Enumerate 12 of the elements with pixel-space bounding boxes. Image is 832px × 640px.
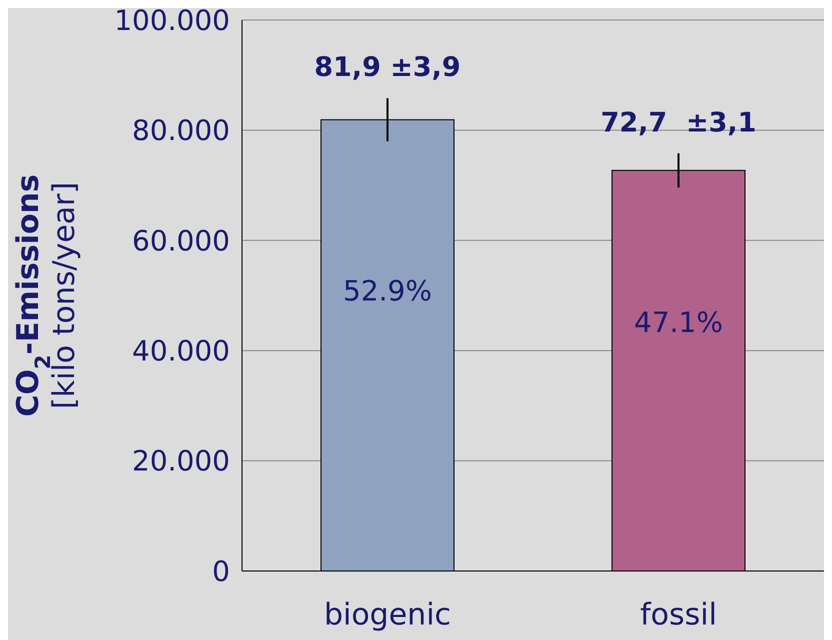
data-label: 72,7 ±3,1 [600, 107, 756, 138]
data-label: 81,9 ±3,9 [314, 52, 461, 84]
y-tick-label: 80.000 [132, 114, 230, 148]
annotation: 52.9% [343, 274, 432, 308]
y-tick-label: 20.000 [132, 444, 230, 478]
x-tick-label: biogenic [324, 597, 452, 632]
y-tick-label: 60.000 [132, 224, 230, 258]
y-tick-label: 100.000 [114, 4, 230, 37]
y-tick-label: 0 [212, 554, 230, 588]
y-tick-label: 40.000 [132, 334, 230, 368]
x-tick-label: fossil [640, 597, 717, 632]
annotation: 47.1% [634, 306, 723, 340]
